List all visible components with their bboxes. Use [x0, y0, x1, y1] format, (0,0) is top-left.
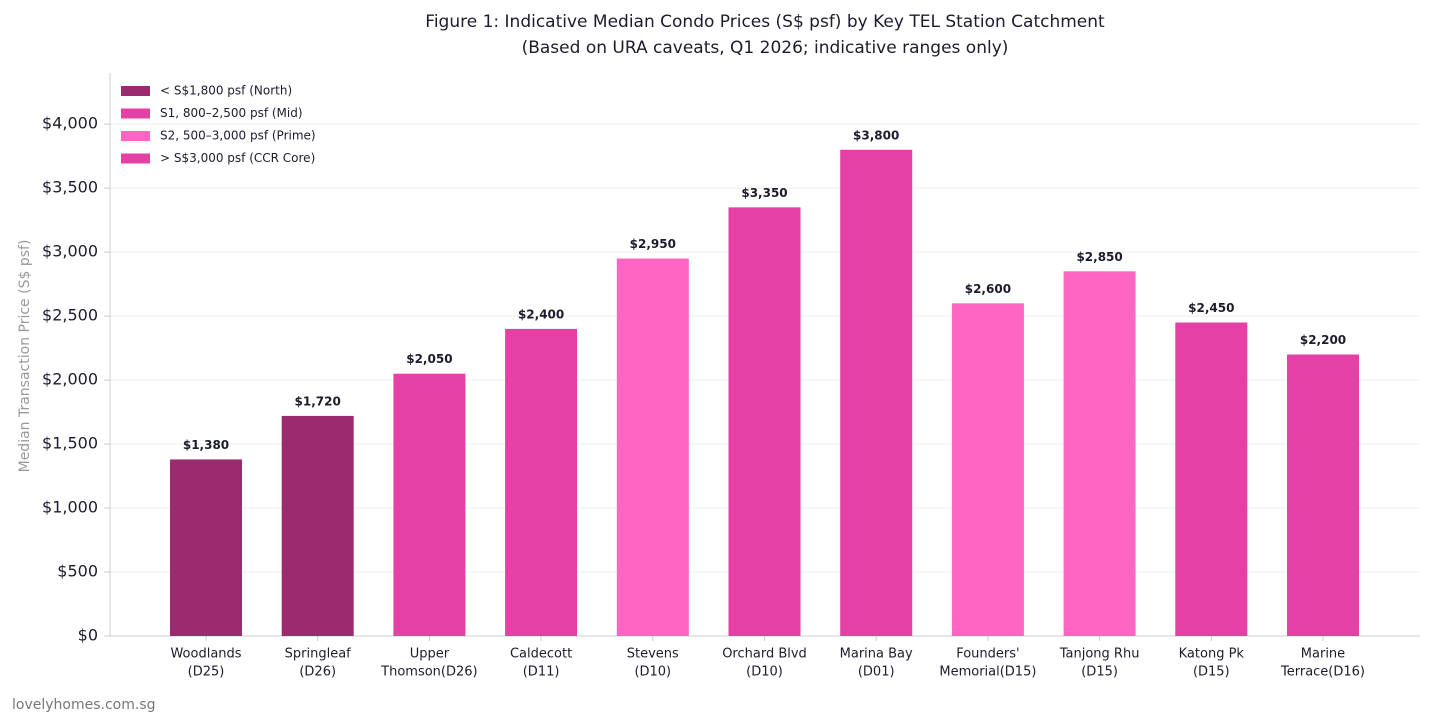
bar — [170, 459, 242, 636]
bar — [505, 328, 578, 636]
x-tick-label: (D25) — [188, 665, 225, 680]
x-tick-label: Memorial(D15) — [939, 665, 1036, 680]
value-label: $2,850 — [1076, 250, 1122, 264]
value-label: $2,600 — [965, 282, 1011, 296]
value-label: $3,350 — [741, 186, 787, 200]
x-tick-label: Katong Pk — [1179, 647, 1245, 662]
y-tick-label: $1,000 — [42, 498, 98, 517]
bar — [393, 373, 466, 636]
value-label: $1,380 — [183, 438, 229, 452]
x-tick-label: Tanjong Rhu — [1059, 647, 1140, 662]
y-tick-label: $1,500 — [42, 434, 98, 453]
bar — [951, 303, 1024, 636]
value-label: $2,950 — [630, 237, 676, 251]
legend-label: > S$3,000 psf (CCR Core) — [160, 151, 315, 165]
y-tick-label: $3,500 — [42, 178, 98, 197]
value-label: $2,050 — [406, 352, 452, 366]
chart-subtitle: (Based on URA caveats, Q1 2026; indicati… — [522, 38, 1009, 58]
legend-label: < S$1,800 psf (North) — [160, 84, 292, 98]
x-tick-label: Woodlands — [170, 647, 241, 662]
legend-swatch — [121, 86, 150, 96]
x-tick-label: (D01) — [858, 665, 895, 680]
x-tick-label: Marine — [1301, 647, 1345, 662]
y-tick-label: $500 — [57, 562, 98, 581]
bar — [840, 149, 913, 637]
x-tick-label: Stevens — [627, 647, 679, 662]
legend-swatch — [121, 108, 150, 119]
x-tick-label: Upper — [410, 647, 450, 662]
legend-label: S1, 800–2,500 psf (Mid) — [160, 106, 303, 120]
x-tick-label: Springleaf — [285, 647, 352, 662]
legend-label: S2, 500–3,000 psf (Prime) — [160, 129, 316, 143]
value-label: $2,200 — [1300, 333, 1346, 347]
y-tick-label: $3,000 — [42, 242, 98, 261]
value-label: $3,800 — [853, 128, 899, 142]
y-tick-label: $4,000 — [42, 114, 98, 133]
x-tick-label: (D10) — [634, 665, 671, 680]
x-tick-label: (D10) — [746, 665, 783, 680]
value-label: $2,450 — [1188, 301, 1234, 315]
x-tick-label: Terrace(D16) — [1280, 665, 1365, 680]
y-tick-label: $0 — [78, 626, 98, 645]
x-tick-label: Marina Bay — [840, 647, 913, 662]
y-tick-label: $2,000 — [42, 370, 98, 389]
bar — [1063, 271, 1136, 636]
bar — [1175, 322, 1248, 636]
bar — [728, 207, 801, 636]
bar — [281, 415, 354, 636]
value-label: $1,720 — [295, 394, 341, 408]
legend-swatch — [121, 153, 150, 164]
x-tick-label: (D15) — [1081, 665, 1118, 680]
chart-title: Figure 1: Indicative Median Condo Prices… — [425, 12, 1105, 32]
y-tick-label: $2,500 — [42, 306, 98, 325]
x-tick-label: (D26) — [299, 665, 336, 680]
bar — [616, 258, 689, 636]
value-label: $2,400 — [518, 307, 564, 321]
bar — [1287, 354, 1359, 636]
x-tick-label: Orchard Blvd — [722, 647, 807, 662]
x-tick-label: (D11) — [523, 665, 560, 680]
x-tick-label: Founders' — [956, 647, 1019, 662]
legend-swatch — [121, 131, 150, 141]
x-tick-label: Thomson(D26) — [380, 665, 477, 680]
x-tick-label: (D15) — [1193, 665, 1230, 680]
y-axis-label: Median Transaction Price (S$ psf) — [17, 240, 33, 473]
watermark: lovelyhomes.com.sg — [12, 697, 156, 713]
x-tick-label: Caldecott — [510, 647, 572, 662]
